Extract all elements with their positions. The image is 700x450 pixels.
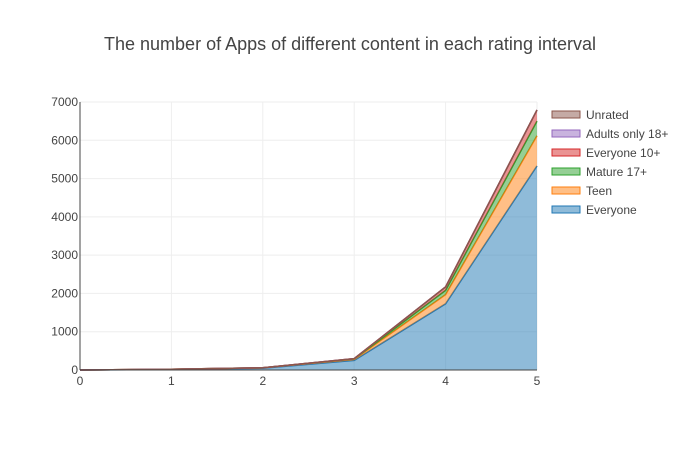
y-tick-label: 6000: [51, 133, 78, 147]
legend-item-unrated[interactable]: Unrated: [551, 108, 629, 122]
legend-label: Mature 17+: [586, 165, 647, 179]
legend-item-mature-17-[interactable]: Mature 17+: [551, 165, 647, 179]
x-tick-label: 2: [259, 374, 266, 388]
x-tick-label: 4: [442, 374, 449, 388]
legend-swatch: [551, 148, 581, 157]
plot-area: [79, 109, 538, 371]
legend-swatch: [551, 110, 581, 119]
y-tick-label: 0: [71, 363, 78, 377]
y-tick-label: 4000: [51, 210, 78, 224]
y-tick-label: 7000: [51, 95, 78, 109]
legend-swatch: [551, 205, 581, 214]
y-tick-label: 2000: [51, 286, 78, 300]
x-tick-label: 5: [534, 374, 541, 388]
y-tick-label: 5000: [51, 172, 78, 186]
legend-label: Unrated: [586, 108, 629, 122]
legend: Unrated Adults only 18+ Everyone 10+ Mature…: [551, 108, 668, 217]
x-tick-label: 1: [168, 374, 175, 388]
legend-label: Everyone: [586, 203, 637, 217]
legend-label: Adults only 18+: [586, 127, 668, 141]
y-tick-label: 1000: [51, 325, 78, 339]
legend-label: Everyone 10+: [586, 146, 660, 160]
axes: 0 1 2 3 4 5 0 1000 2000 3000 4000 5000 6000 7000: [51, 95, 540, 388]
x-tick-label: 3: [351, 374, 358, 388]
legend-item-everyone-10-[interactable]: Everyone 10+: [551, 146, 660, 160]
x-tick-label: 0: [77, 374, 84, 388]
area-everyone: [80, 165, 537, 370]
legend-swatch: [551, 129, 581, 138]
legend-label: Teen: [586, 184, 612, 198]
y-tick-label: 3000: [51, 248, 78, 262]
chart-title: The number of Apps of different content …: [104, 34, 596, 54]
legend-swatch: [551, 186, 581, 195]
line-unrated: [79, 109, 538, 371]
legend-item-teen[interactable]: Teen: [551, 184, 612, 198]
legend-swatch: [551, 167, 581, 176]
legend-item-adults-only-18-[interactable]: Adults only 18+: [551, 127, 668, 141]
legend-item-everyone[interactable]: Everyone: [551, 203, 637, 217]
